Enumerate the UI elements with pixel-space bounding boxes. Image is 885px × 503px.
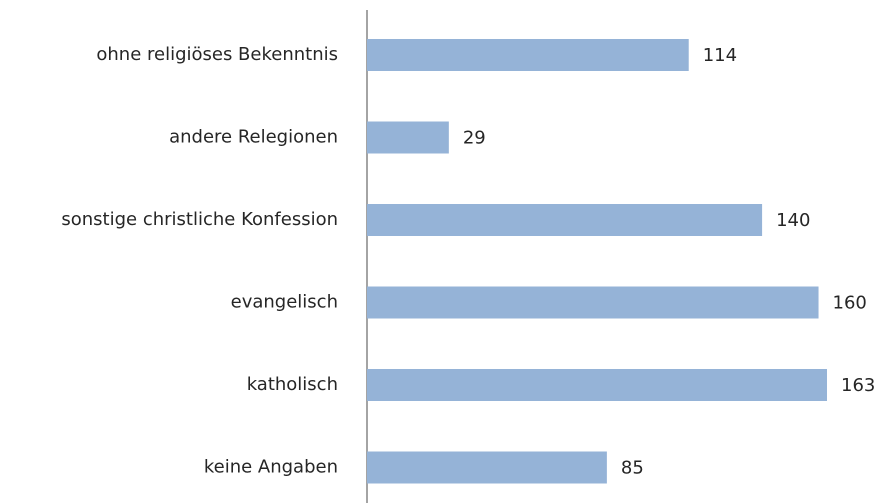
- category-label: sonstige christliche Konfession: [61, 209, 338, 230]
- data-label: 160: [833, 293, 867, 314]
- data-label: 114: [703, 45, 737, 66]
- bar: [367, 121, 449, 154]
- category-label: keine Angaben: [204, 457, 338, 478]
- category-label: katholisch: [247, 374, 338, 395]
- data-label: 85: [621, 458, 644, 479]
- data-label: 140: [776, 210, 810, 231]
- category-label: evangelisch: [231, 292, 338, 313]
- bar: [367, 204, 763, 236]
- bar: [367, 369, 827, 401]
- bar: [367, 39, 689, 71]
- data-label: 163: [841, 375, 875, 396]
- category-label: andere Relegionen: [169, 127, 338, 148]
- bar: [367, 451, 607, 484]
- bar: [367, 286, 819, 319]
- data-label: 29: [463, 128, 486, 149]
- category-label: ohne religiöses Bekenntnis: [96, 44, 338, 65]
